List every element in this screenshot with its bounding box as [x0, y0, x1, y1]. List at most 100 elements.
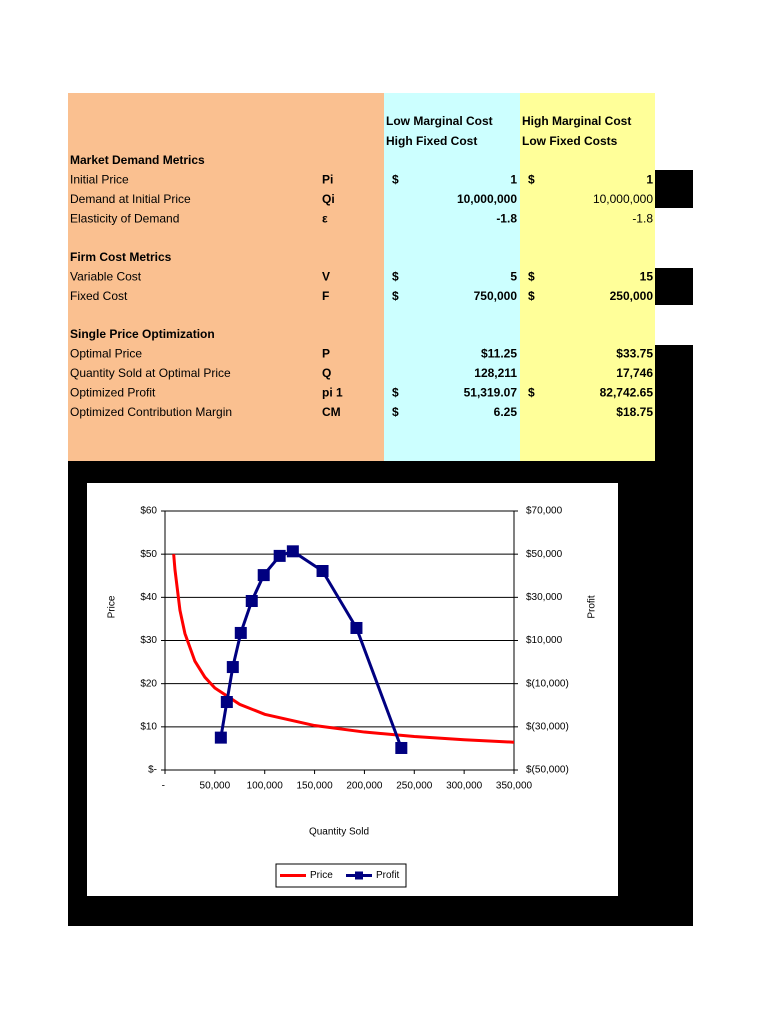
row-label: Elasticity of Demand: [70, 211, 179, 225]
cell-value: 128,211: [474, 366, 517, 380]
cell-value: $33.75: [616, 347, 653, 361]
y2-axis-title: Profit: [587, 595, 598, 619]
point-marker: [234, 626, 247, 639]
x-tick-label: 300,000: [446, 781, 483, 792]
y2-tick-label: $10,000: [526, 635, 563, 646]
y-tick-label: $-: [148, 765, 157, 776]
row-symbol: V: [322, 270, 330, 284]
y2-tick-label: $(10,000): [526, 678, 569, 689]
x-tick-label: 50,000: [200, 781, 231, 792]
x-tick-label: -: [162, 781, 165, 792]
cell-value: $18.75: [616, 405, 653, 419]
row-label: Demand at Initial Price: [70, 192, 191, 206]
point-marker: [350, 621, 363, 634]
y2-tick-label: $50,000: [526, 549, 563, 560]
x-tick-label: 100,000: [247, 781, 284, 792]
plot: [172, 545, 514, 754]
cell-value: 15: [640, 270, 654, 284]
currency: $: [528, 289, 535, 303]
cell-value: 10,000,000: [593, 192, 653, 206]
cell-value: -1.8: [632, 211, 653, 225]
x-tick-label: 350,000: [496, 781, 533, 792]
row-symbol: P: [322, 347, 330, 361]
y-tick-label: $50: [140, 549, 157, 560]
block: [655, 268, 693, 305]
point-marker: [214, 731, 227, 744]
cell-value: 1: [510, 173, 517, 187]
y-tick-label: $60: [140, 506, 157, 517]
currency: $: [528, 173, 535, 187]
label-column: [68, 93, 384, 461]
currency: $: [392, 385, 399, 399]
cell-value: 750,000: [474, 289, 518, 303]
y-tick-label: $40: [140, 592, 157, 603]
currency: $: [392, 289, 399, 303]
cell-value: 1: [646, 173, 653, 187]
legend-marker: [355, 871, 363, 880]
x-tick-label: 250,000: [396, 781, 433, 792]
x-axis-title: Quantity Sold: [309, 827, 369, 838]
point-marker: [220, 696, 233, 709]
row-symbol: Qi: [322, 192, 335, 206]
point-marker: [257, 569, 270, 582]
column-header: High Fixed Cost: [386, 134, 477, 148]
cell-value: 250,000: [610, 289, 654, 303]
block: [655, 170, 693, 208]
row-symbol: Q: [322, 366, 331, 380]
x-tick-label: 150,000: [296, 781, 333, 792]
row-label: Variable Cost: [70, 270, 142, 284]
legend: [275, 863, 407, 888]
chart-area: [87, 483, 618, 896]
cell-value: $11.25: [481, 347, 517, 361]
y-tick-label: $20: [140, 678, 157, 689]
y2-tick-label: $(30,000): [526, 721, 569, 732]
column-header: Low Marginal Cost: [386, 114, 493, 128]
row-symbol: F: [322, 289, 329, 303]
currency: $: [528, 385, 535, 399]
row-label: Optimal Price: [70, 347, 142, 361]
row-symbol: Pi: [322, 173, 333, 187]
currency: $: [528, 270, 535, 284]
column-header: High Marginal Cost: [522, 114, 631, 128]
point-marker: [316, 565, 329, 578]
section-title: Market Demand Metrics: [70, 153, 205, 167]
cell-value: 51,319.07: [464, 385, 518, 399]
row-label: Initial Price: [70, 173, 129, 187]
row-label: Optimized Profit: [70, 385, 156, 399]
section-title: Firm Cost Metrics: [70, 250, 172, 264]
currency: $: [392, 405, 399, 419]
point-marker: [286, 545, 299, 558]
section-title: Single Price Optimization: [70, 327, 215, 341]
y-tick-label: $10: [140, 721, 157, 732]
row-symbol: ε: [322, 211, 328, 225]
y2-tick-label: $70,000: [526, 506, 563, 517]
point-marker: [226, 661, 239, 674]
cell-value: 6.25: [494, 405, 518, 419]
cell-value: 82,742.65: [600, 385, 654, 399]
y2-tick-label: $30,000: [526, 592, 563, 603]
currency: $: [392, 270, 399, 284]
x-tick-label: 200,000: [346, 781, 383, 792]
cell-value: 10,000,000: [457, 192, 517, 206]
point-marker: [395, 741, 408, 754]
row-symbol: CM: [322, 405, 341, 419]
currency: $: [392, 173, 399, 187]
cell-value: 17,746: [616, 366, 653, 380]
point-marker: [273, 549, 286, 562]
column-header: Low Fixed Costs: [522, 134, 618, 148]
y-tick-label: $30: [140, 635, 157, 646]
point-marker: [245, 595, 258, 608]
row-label: Quantity Sold at Optimal Price: [70, 366, 231, 380]
high-column: [520, 93, 655, 461]
y-axis-title: Price: [107, 595, 118, 618]
row-symbol: pi 1: [322, 385, 343, 399]
row-label: Optimized Contribution Margin: [70, 405, 232, 419]
y2-tick-label: $(50,000): [526, 765, 569, 776]
cell-value: 5: [510, 270, 517, 284]
legend-label: Profit: [376, 870, 400, 881]
low-column: [384, 93, 520, 461]
cell-value: -1.8: [496, 211, 517, 225]
legend-label: Price: [310, 870, 333, 881]
